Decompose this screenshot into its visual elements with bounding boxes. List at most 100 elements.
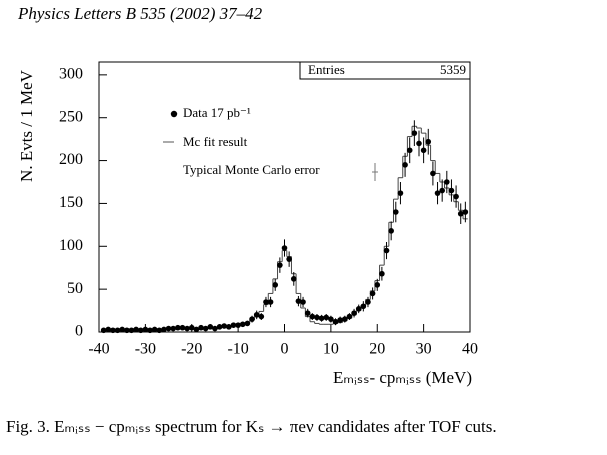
data-point: [221, 323, 228, 329]
data-point: [212, 325, 218, 332]
data-point: [379, 270, 385, 277]
y-axis-label: N. Evts / 1 MeV: [17, 69, 36, 182]
data-point: [244, 320, 251, 327]
data-point: [332, 318, 339, 325]
data-point: [281, 245, 288, 251]
data-point: [258, 313, 265, 320]
data-point: [374, 282, 381, 288]
y-tick-label: 100: [59, 237, 83, 254]
data-point: [309, 313, 316, 320]
data-point: [249, 316, 255, 322]
data-point: [453, 193, 459, 200]
data-point: [295, 298, 302, 304]
data-point: [235, 322, 241, 328]
data-point: [406, 147, 413, 154]
data-point: [137, 327, 144, 334]
stats-box: [299, 61, 471, 80]
data-point: [430, 170, 436, 177]
data-point: [416, 140, 422, 147]
data-point: [448, 187, 455, 194]
data-point: [360, 303, 367, 310]
data-point: [226, 324, 232, 330]
y-tick-label: 50: [67, 280, 83, 297]
data-point: [369, 290, 376, 297]
x-tick-label: 0: [281, 341, 289, 358]
x-tick-label: -40: [88, 341, 109, 358]
journal-header: Physics Letters B 535 (2002) 37–42: [17, 4, 263, 23]
data-point: [365, 299, 371, 305]
data-point: [323, 314, 330, 321]
data-point: [290, 276, 297, 282]
data-point: [207, 324, 214, 330]
data-point: [179, 324, 186, 331]
y-tick-label: 0: [75, 323, 83, 340]
data-point: [267, 299, 274, 305]
data-point: [165, 325, 172, 332]
y-tick-label: 200: [59, 151, 83, 168]
y-tick-label: 250: [59, 108, 83, 125]
legend-label: Mc fit result: [183, 134, 248, 149]
data-point: [462, 209, 469, 215]
data-point: [100, 327, 107, 334]
data-point: [397, 190, 404, 196]
data-point: [425, 138, 432, 145]
x-tick-label: 20: [369, 341, 385, 358]
data-point: [351, 310, 357, 316]
data-point: [457, 210, 464, 217]
data-point: [175, 324, 181, 331]
data-point: [277, 262, 283, 268]
y-tick-label: 300: [59, 66, 83, 83]
data-point: [388, 228, 394, 234]
legend-label: Data 17 pb⁻¹: [183, 105, 251, 120]
data-point: [110, 327, 116, 334]
data-point: [286, 256, 292, 262]
data-point: [253, 312, 260, 318]
x-tick-label: 10: [323, 341, 339, 358]
data-point: [124, 327, 130, 334]
annotation: Typical Monte Carlo error: [183, 162, 320, 177]
plot-frame: [98, 61, 471, 333]
data-point: [434, 190, 441, 196]
data-point: [156, 327, 163, 334]
x-tick-label: -30: [135, 341, 156, 358]
stats-label: Entries: [308, 62, 345, 77]
data-point: [105, 326, 112, 333]
data-point: [272, 282, 279, 288]
data-point: [184, 325, 190, 332]
data-point: [383, 247, 390, 254]
data-point: [444, 179, 450, 185]
data-point: [439, 187, 445, 194]
x-axis-label: Eₘᵢₛₛ- cpₘᵢₛₛ (MeV): [333, 368, 472, 387]
data-point: [142, 326, 149, 333]
data-point: [411, 130, 418, 136]
data-point: [337, 317, 343, 323]
data-point: [346, 313, 353, 320]
data-point: [170, 325, 176, 332]
data-point: [147, 327, 153, 334]
y-tick-label: 150: [59, 194, 83, 211]
x-tick-label: -10: [227, 341, 248, 358]
data-point: [420, 147, 427, 154]
data-point: [263, 299, 269, 305]
data-point: [314, 314, 320, 321]
data-point: [216, 324, 223, 330]
data-point: [239, 321, 246, 328]
data-point: [198, 324, 204, 331]
data-point: [193, 326, 200, 333]
x-tick-label: 30: [416, 341, 432, 358]
data-point: [133, 326, 139, 333]
data-point: [328, 316, 334, 322]
data-point: [355, 306, 362, 312]
data-point: [230, 322, 237, 328]
data-point: [128, 327, 135, 334]
caption: Fig. 3. Eₘᵢₛₛ − cpₘᵢₛₛ spectrum for Kₛ →…: [6, 417, 497, 436]
data-point: [161, 326, 167, 333]
legend-marker: [170, 110, 178, 118]
data-point: [402, 162, 408, 168]
data-point: [318, 315, 325, 322]
x-tick-label: -20: [181, 341, 202, 358]
data-point: [151, 326, 158, 333]
data-point: [304, 310, 311, 316]
